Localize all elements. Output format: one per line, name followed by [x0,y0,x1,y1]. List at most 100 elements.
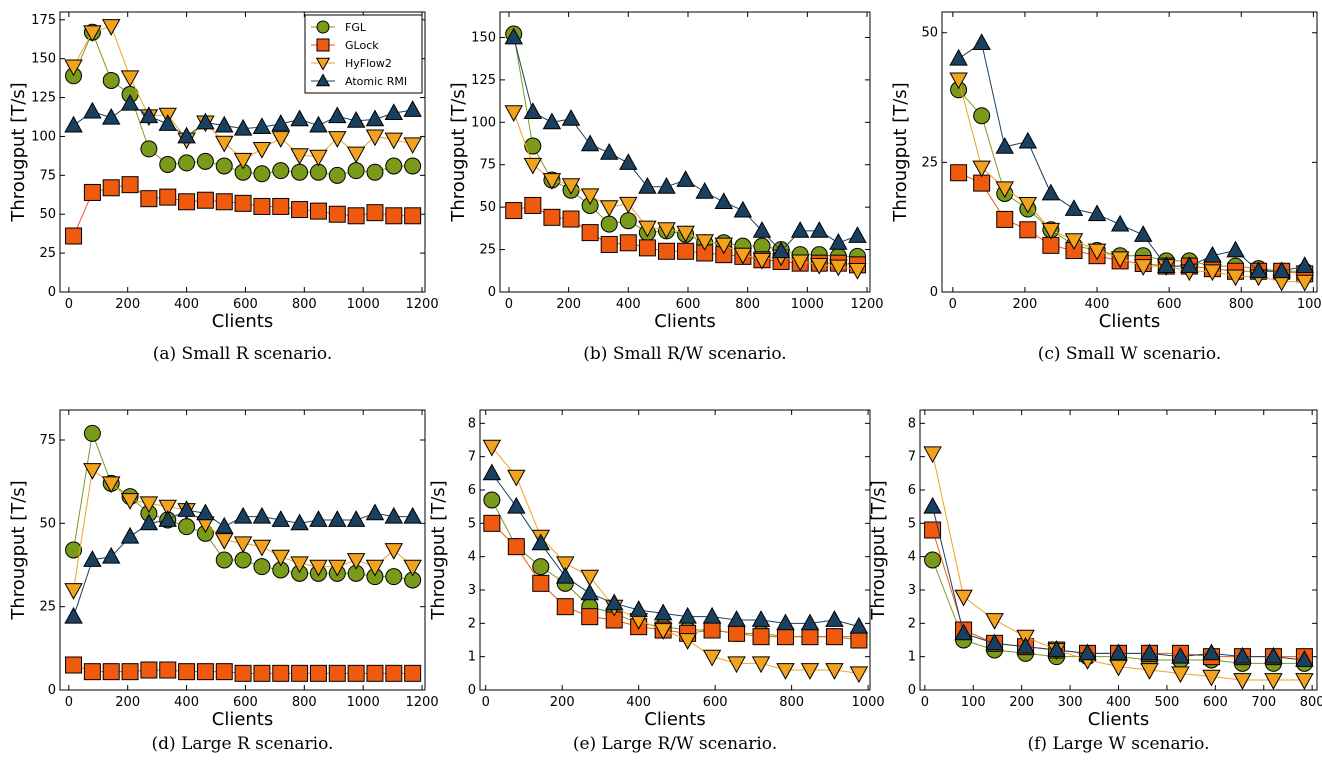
y-tick-label: 7 [468,450,476,465]
data-point-hyflow2 [542,173,562,190]
data-point-hyflow2 [1109,659,1128,677]
data-point-glock [215,663,233,681]
data-point-atomic-rmi [101,546,121,564]
y-tick-label: 125 [471,73,496,88]
data-point-atomic-rmi [1078,643,1097,661]
data-point-hyflow2 [1203,264,1222,282]
y-tick-label: 7 [908,450,916,465]
data-point-hyflow2 [384,543,404,560]
y-tick-label: 6 [468,483,476,498]
data-point-hyflow2 [733,247,753,265]
series-hyflow2 [482,439,869,684]
series-atomic-rmi [923,496,1314,667]
data-point-atomic-rmi [346,111,366,128]
x-axis-label: Clients [1099,311,1161,332]
data-point-hyflow2 [714,237,734,255]
y-axis-label: Througput [T/s] [428,480,449,620]
data-point-atomic-rmi [1171,646,1190,664]
data-point-atomic-rmi [384,506,404,524]
y-axis-label: Througput [T/s] [8,82,29,222]
y-tick-label: 100 [31,129,56,144]
data-point-glock [83,183,101,201]
data-point-glock [483,514,501,532]
x-tick-label: 0 [65,297,73,312]
y-tick-label: 4 [468,550,476,565]
data-point-glock [532,574,550,592]
data-point-atomic-rmi [790,221,810,238]
data-point-atomic-rmi [1180,256,1199,273]
data-point-atomic-rmi [1295,256,1314,273]
x-tick-label: 600 [1203,695,1228,710]
data-point-atomic-rmi [233,506,253,524]
data-point-hyflow2 [64,59,83,77]
data-point-glock [102,663,120,681]
x-axis-label: Clients [212,311,274,332]
data-point-hyflow2 [328,131,347,148]
plot-frame [499,11,871,293]
data-point-atomic-rmi [825,610,844,627]
y-tick-label: 4 [908,550,916,565]
y-tick-label: 5 [908,516,916,531]
data-point-atomic-rmi [800,613,820,631]
data-point-glock [159,188,177,206]
data-point-atomic-rmi [1110,214,1130,232]
x-tick-label: 0 [505,297,513,312]
data-point-atomic-rmi [309,115,328,133]
data-point-fgl [253,558,271,576]
data-point-hyflow2 [403,559,422,577]
data-point-fgl [65,541,83,559]
data-point-atomic-rmi [252,117,272,135]
x-tick-label: 400 [626,695,651,710]
data-point-atomic-rmi [619,153,638,170]
data-point-glock [65,656,83,674]
data-point-hyflow2 [83,463,102,480]
data-point-atomic-rmi [101,107,121,125]
y-tick-label: 6 [908,483,916,498]
x-tick-label: 400 [174,297,199,312]
data-point-glock [272,664,290,682]
data-point-atomic-rmi [848,226,867,243]
data-point-atomic-rmi [714,192,734,209]
data-point-hyflow2 [695,234,714,251]
series-hyflow2 [504,105,867,280]
data-point-hyflow2 [752,252,772,270]
data-point-atomic-rmi [1203,245,1222,263]
data-point-glock [996,210,1014,228]
data-point-atomic-rmi [676,170,695,187]
data-point-atomic-rmi [771,241,791,259]
x-tick-label: 500 [1155,695,1180,710]
data-point-glock [347,664,365,682]
data-point-fgl [404,157,422,175]
data-point-hyflow2 [1041,222,1061,240]
y-tick-label: 75 [39,168,56,183]
y-tick-label: 75 [39,433,56,448]
data-point-fgl [215,157,233,175]
data-point-atomic-rmi [196,112,215,130]
data-point-hyflow2 [271,131,291,148]
data-point-atomic-rmi [252,506,272,524]
x-tick-label: 200 [550,695,575,710]
data-point-hyflow2 [365,129,385,147]
legend-label: GLock [345,39,379,52]
data-point-hyflow2 [580,188,600,206]
data-point-atomic-rmi [556,566,575,584]
data-point-atomic-rmi [995,136,1014,154]
series-fgl [65,23,422,184]
x-tick-label: 1200 [406,297,439,312]
data-point-fgl [483,491,501,509]
chart-caption: (e) Large R/W scenario. [572,734,778,754]
data-point-hyflow2 [252,539,272,557]
data-point-glock [140,190,158,208]
x-tick-label: 600 [1157,297,1182,312]
data-point-hyflow2 [290,148,309,165]
x-axis-label: Clients [1088,709,1150,730]
plot-frame [59,11,426,293]
data-point-atomic-rmi [1047,640,1066,657]
data-point-glock [562,210,580,228]
y-tick-label: 8 [908,416,916,431]
data-point-hyflow2 [1226,269,1245,287]
data-point-atomic-rmi [733,200,753,218]
legend-marker-fgl [316,20,330,34]
series-line-atomic-rmi [958,42,1305,272]
